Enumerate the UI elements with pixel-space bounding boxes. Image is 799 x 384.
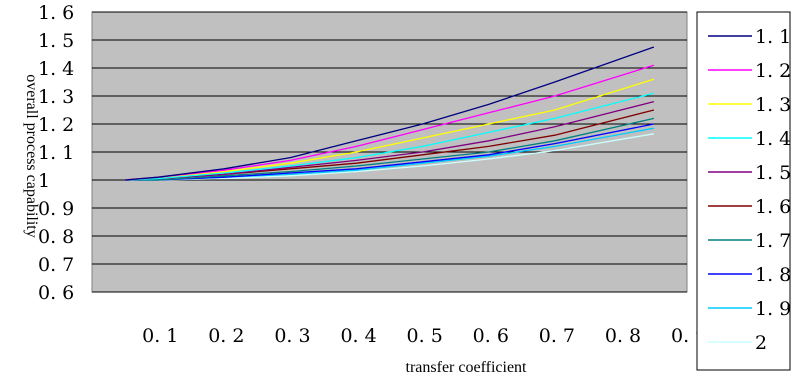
legend-label: 2	[755, 332, 767, 354]
x-tick-label: 0. 1	[142, 325, 178, 347]
legend-label: 1. 6	[755, 196, 791, 218]
x-tick-label: 0. 2	[208, 325, 244, 347]
y-tick-label: 0. 9	[38, 198, 74, 220]
gridlines	[92, 11, 687, 293]
y-tick-label: 1. 3	[38, 86, 74, 108]
x-tick-label: 0. 8	[605, 325, 641, 347]
legend-box	[696, 11, 791, 371]
x-tick-label: 0. 6	[473, 325, 509, 347]
y-tick-label: 1	[38, 170, 50, 192]
y-tick-label: 1. 5	[38, 30, 74, 52]
y-tick-label: 1. 1	[38, 142, 74, 164]
y-tick-label: 0. 6	[38, 282, 74, 304]
x-tick-label: 0. 5	[407, 325, 443, 347]
legend: 1. 1 1. 2 1. 3 1. 4 1. 5 1. 6 1. 7 1. 8 1. 9 2	[696, 11, 791, 371]
series-line	[125, 92, 655, 181]
legend-label: 1. 4	[755, 128, 791, 150]
y-axis-label: overall process capability	[23, 74, 40, 238]
x-axis-label: transfer coefficient	[406, 359, 528, 376]
y-tick-labels: 0. 6 0. 7 0. 8 0. 9 1 1. 1 1. 2 1. 3 1. 4 1. 5 1. …	[38, 2, 74, 304]
x-tick-label: 0. 4	[340, 325, 376, 347]
legend-label: 1. 5	[755, 162, 791, 184]
x-tick-label: 0. 3	[274, 325, 310, 347]
legend-label: 1. 2	[755, 60, 791, 82]
legend-label: 1. 9	[755, 298, 791, 320]
legend-label: 1. 7	[755, 230, 791, 252]
y-tick-label: 1. 4	[38, 58, 74, 80]
x-tick-labels: 0. 1 0. 2 0. 3 0. 4 0. 5 0. 6 0. 7 0. 8 0. 9	[142, 325, 707, 347]
series-lines	[125, 46, 655, 181]
series-line	[125, 117, 655, 181]
y-tick-label: 0. 8	[38, 226, 74, 248]
legend-label: 1. 3	[755, 94, 791, 116]
series-line	[125, 46, 655, 181]
y-tick-label: 1. 2	[38, 114, 74, 136]
legend-label: 1. 8	[755, 264, 791, 286]
y-tick-label: 0. 7	[38, 254, 74, 276]
legend-label: 1. 1	[755, 26, 791, 48]
y-tick-label: 1. 6	[38, 2, 74, 24]
x-tick-label: 0. 7	[539, 325, 575, 347]
